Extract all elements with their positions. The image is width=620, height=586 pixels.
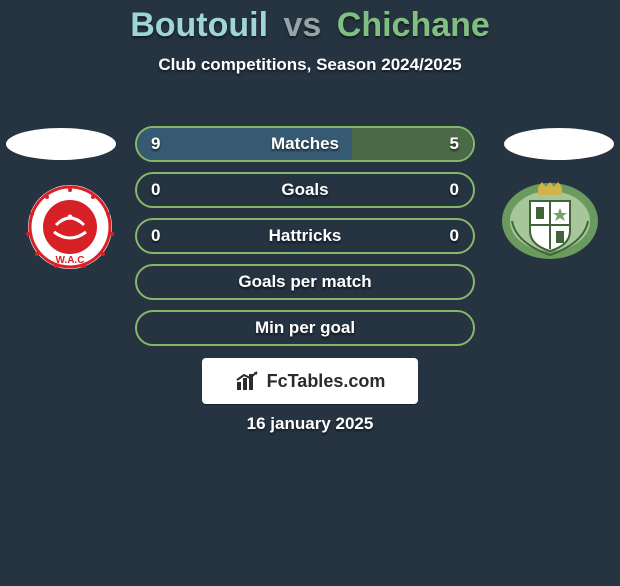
player1-name: Boutouil: [130, 6, 268, 44]
stat-row-min-per-goal: Min per goal: [135, 310, 475, 346]
watermark: FcTables.com: [202, 358, 418, 404]
stat-label: Goals per match: [238, 272, 371, 292]
stat-row-goals: 0 Goals 0: [135, 172, 475, 208]
stat-label: Goals: [281, 180, 328, 200]
stat-right-value: 0: [450, 180, 459, 200]
stat-left-value: 0: [151, 226, 160, 246]
wydad-ac-icon: W.A.C: [20, 184, 120, 270]
stat-row-goals-per-match: Goals per match: [135, 264, 475, 300]
stat-row-hattricks: 0 Hattricks 0: [135, 218, 475, 254]
player2-name: Chichane: [337, 6, 490, 44]
svg-text:W.A.C: W.A.C: [56, 255, 85, 266]
stat-label: Matches: [271, 134, 339, 154]
subtitle: Club competitions, Season 2024/2025: [0, 55, 620, 75]
club-badge-right: [500, 181, 600, 261]
stat-right-value: 5: [450, 134, 459, 154]
stat-row-matches: 9 Matches 5: [135, 126, 475, 162]
stat-label: Hattricks: [269, 226, 342, 246]
stat-left-value: 9: [151, 134, 160, 154]
stat-label: Min per goal: [255, 318, 355, 338]
generated-date: 16 january 2025: [0, 414, 620, 434]
bar-chart-icon: [235, 370, 261, 392]
club-badge-left: W.A.C: [20, 184, 120, 270]
stat-right-value: 0: [450, 226, 459, 246]
stats-container: 9 Matches 5 0 Goals 0 0 Hattricks 0 Goal…: [135, 126, 475, 356]
player2-silhouette: [504, 128, 614, 160]
difaa-el-jadida-icon: [500, 181, 600, 261]
vs-label: vs: [283, 6, 321, 44]
page-title: Boutouil vs Chichane: [0, 6, 620, 45]
watermark-text: FcTables.com: [267, 371, 386, 392]
stat-left-value: 0: [151, 180, 160, 200]
player1-silhouette: [6, 128, 116, 160]
